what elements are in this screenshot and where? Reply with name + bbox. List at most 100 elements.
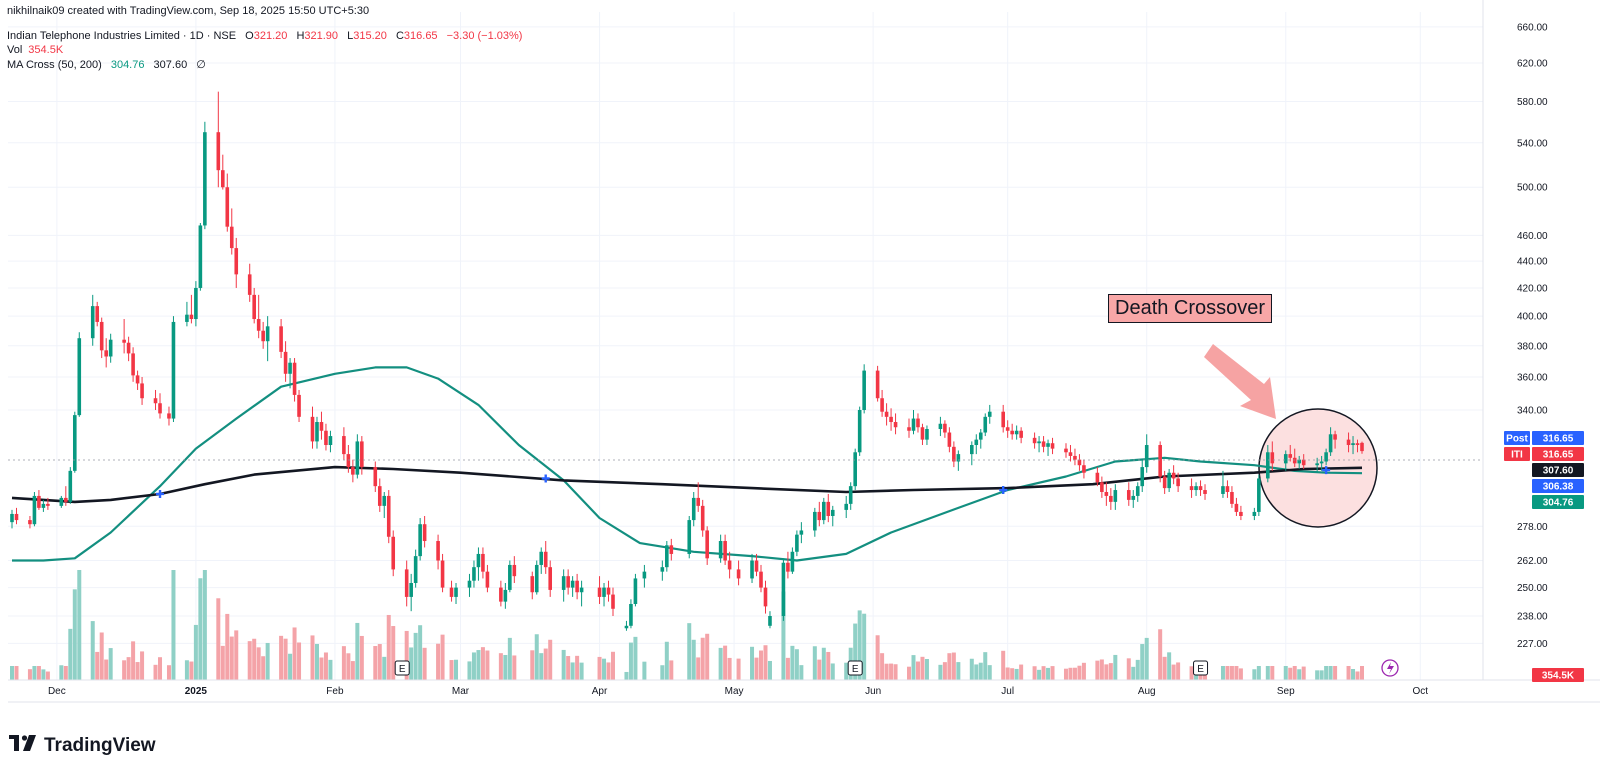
candle bbox=[1328, 427, 1333, 456]
volume-bar bbox=[90, 621, 95, 680]
candle-body bbox=[14, 513, 19, 521]
candle bbox=[377, 478, 382, 512]
volume-bar bbox=[1328, 666, 1333, 680]
candle bbox=[790, 547, 795, 574]
volume-bar bbox=[184, 660, 189, 680]
candle bbox=[46, 497, 50, 510]
candle-body bbox=[1104, 492, 1109, 496]
candle bbox=[288, 358, 292, 389]
volume-bar bbox=[68, 628, 73, 680]
volume-bar bbox=[853, 623, 858, 680]
candle-body bbox=[1037, 441, 1041, 444]
volume-bar bbox=[297, 642, 302, 680]
x-tick-label: Feb bbox=[326, 686, 344, 697]
candle-body bbox=[1082, 465, 1086, 473]
candle bbox=[817, 501, 822, 527]
candle-body bbox=[884, 411, 889, 417]
candle bbox=[570, 576, 575, 597]
candle bbox=[1032, 432, 1037, 449]
candle bbox=[413, 549, 418, 588]
candle-body bbox=[234, 248, 239, 275]
volume-bar bbox=[750, 646, 755, 680]
volume-bar bbox=[880, 653, 885, 680]
death-crossover-label[interactable]: Death Crossover bbox=[1108, 294, 1273, 323]
candle-body bbox=[1176, 478, 1180, 487]
volume-bar bbox=[140, 651, 145, 680]
volume-line[interactable]: Vol 354.5K bbox=[7, 43, 63, 57]
candle bbox=[750, 553, 754, 583]
volume-bar bbox=[794, 649, 799, 680]
earnings-box bbox=[1193, 660, 1209, 676]
candle-body bbox=[665, 545, 669, 568]
candle-body bbox=[1355, 443, 1360, 446]
candle-body bbox=[606, 587, 611, 595]
candle bbox=[256, 294, 261, 339]
candle bbox=[691, 492, 696, 527]
candle bbox=[135, 370, 140, 390]
grid-layer bbox=[8, 12, 1483, 680]
candle-body bbox=[104, 350, 108, 357]
candle-body bbox=[1077, 459, 1082, 466]
close-label: C bbox=[395, 30, 404, 42]
volume-bar bbox=[687, 623, 692, 680]
volume-bar bbox=[10, 666, 14, 680]
candle bbox=[763, 580, 768, 614]
volume-bar bbox=[319, 657, 324, 680]
candle bbox=[229, 208, 234, 255]
volume-bar bbox=[202, 570, 207, 680]
earnings-label: E bbox=[1197, 664, 1204, 675]
candle-body bbox=[1351, 443, 1355, 446]
candle-body bbox=[1046, 443, 1050, 447]
candle-body bbox=[108, 339, 113, 357]
candle bbox=[189, 294, 194, 324]
candle bbox=[436, 534, 440, 570]
ma-line[interactable]: MA Cross (50, 200) 304.76 307.60 ∅ bbox=[7, 58, 206, 72]
candle-body bbox=[1319, 461, 1324, 464]
candle bbox=[185, 301, 189, 327]
candle-body bbox=[826, 501, 831, 516]
price-tag: 354.5K bbox=[1532, 668, 1584, 682]
ma-label[interactable]: MA Cross (50, 200) bbox=[7, 59, 102, 71]
volume-bar bbox=[216, 598, 221, 680]
candle-body bbox=[346, 454, 351, 468]
candle bbox=[472, 560, 476, 588]
symbol-line[interactable]: Indian Telephone Industries Limited · 1D… bbox=[7, 29, 522, 43]
candle bbox=[857, 406, 862, 456]
candle bbox=[72, 411, 77, 473]
candle bbox=[920, 423, 925, 446]
candle bbox=[391, 530, 396, 577]
volume-label[interactable]: Vol bbox=[7, 44, 23, 56]
candle bbox=[1189, 478, 1194, 498]
candle-body bbox=[907, 427, 911, 431]
candle bbox=[602, 582, 606, 607]
tradingview-branding[interactable]: TradingView bbox=[9, 733, 156, 759]
candle-body bbox=[225, 187, 230, 227]
candle-body bbox=[1292, 457, 1297, 464]
candle bbox=[821, 497, 826, 525]
candle-body bbox=[328, 436, 333, 446]
candle-body bbox=[943, 423, 947, 433]
price-tag: 306.38 bbox=[1532, 479, 1584, 493]
volume-bar bbox=[723, 645, 728, 680]
candle-body bbox=[1109, 495, 1113, 502]
candle bbox=[705, 526, 709, 565]
candle-body bbox=[1068, 452, 1073, 456]
volume-bar bbox=[857, 610, 862, 680]
candle bbox=[830, 505, 835, 527]
candle-body bbox=[1328, 434, 1333, 453]
candle-body bbox=[750, 560, 754, 579]
candle bbox=[1140, 459, 1145, 493]
symbol-name[interactable]: Indian Telephone Industries Limited · 1D… bbox=[7, 30, 237, 42]
candle-body bbox=[889, 416, 893, 423]
volume-bar bbox=[512, 655, 517, 680]
candle-body bbox=[454, 587, 458, 597]
candle-body bbox=[893, 422, 898, 428]
candle-body bbox=[1194, 486, 1198, 491]
candle bbox=[736, 560, 741, 586]
candle-body bbox=[548, 567, 553, 590]
volume-bar bbox=[889, 663, 894, 680]
volume-bar bbox=[570, 662, 575, 680]
volume-bar bbox=[1360, 666, 1364, 680]
volume-bar bbox=[790, 645, 795, 680]
